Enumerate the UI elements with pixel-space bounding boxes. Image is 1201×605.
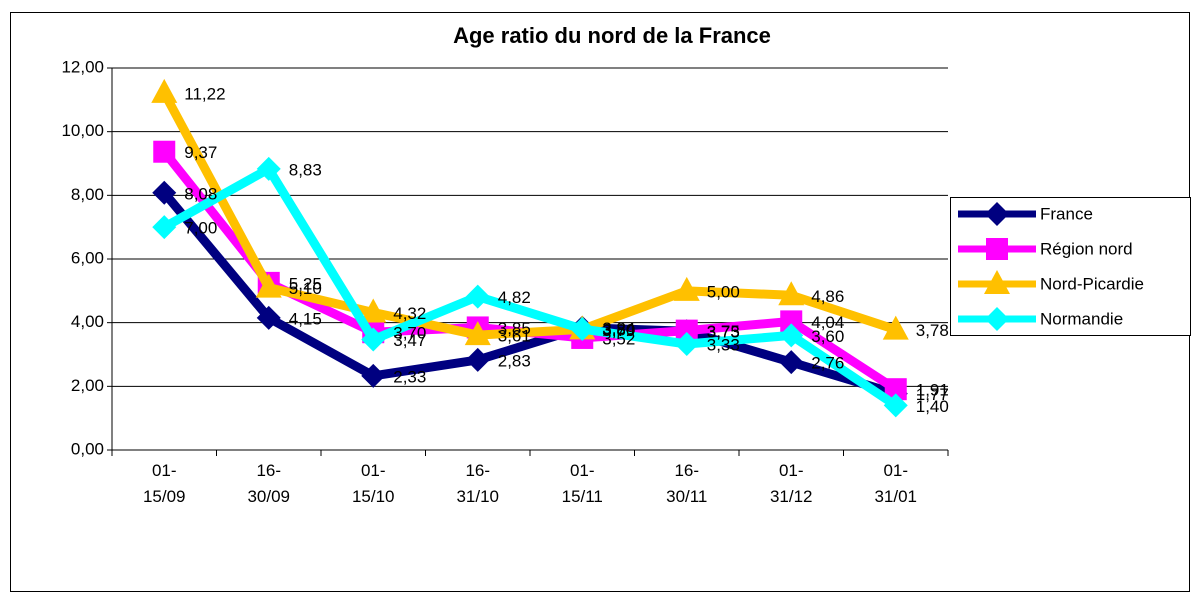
y-tick-label: 4,00: [71, 312, 104, 331]
data-label: 1,91: [916, 381, 949, 400]
data-label: 8,08: [184, 184, 217, 203]
marker: [674, 331, 699, 356]
legend-marker: [986, 238, 1008, 260]
data-label: 1,77: [916, 385, 949, 404]
data-label: 2,83: [498, 351, 531, 370]
series-line: [160, 189, 898, 398]
legend-marker: [985, 202, 1009, 226]
data-label: 3,33: [707, 335, 740, 354]
y-tick-label: 8,00: [71, 185, 104, 204]
data-label: 3,80: [602, 321, 635, 340]
marker: [570, 317, 595, 342]
data-label: 3,70: [393, 324, 426, 343]
marker: [465, 347, 490, 372]
data-label: 9,37: [184, 143, 217, 162]
marker: [883, 393, 908, 418]
y-tick-label: 10,00: [61, 121, 104, 140]
marker: [255, 273, 282, 298]
data-label: 4,04: [811, 313, 844, 332]
x-tick-label: 01-15/09: [143, 461, 186, 506]
marker: [256, 156, 281, 181]
data-label: 7,00: [184, 219, 217, 238]
y-tick-label: 12,00: [61, 57, 104, 76]
data-label: 11,22: [184, 84, 225, 103]
legend-label: Normandie: [1040, 309, 1123, 328]
x-tick-label: 01-31/12: [770, 461, 813, 506]
legend-marker: [984, 270, 1010, 294]
marker: [361, 327, 386, 352]
data-label: 8,83: [289, 160, 322, 179]
data-label: 4,32: [393, 304, 426, 323]
marker: [780, 310, 803, 333]
y-tick-label: 6,00: [71, 248, 104, 267]
marker: [361, 363, 386, 388]
legend-label: Nord-Picardie: [1040, 274, 1144, 293]
marker: [884, 378, 907, 401]
data-label: 2,33: [393, 367, 426, 386]
x-tick-label: 16-30/09: [247, 461, 290, 506]
legend-marker: [985, 307, 1009, 331]
data-label: 3,79: [602, 321, 635, 340]
data-label: 4,15: [289, 309, 322, 328]
marker: [151, 78, 178, 103]
data-label: 1,40: [916, 397, 949, 416]
x-tick-label: 16-31/10: [456, 461, 499, 506]
data-label: 3,60: [811, 327, 844, 346]
marker: [465, 284, 490, 309]
data-label: 3,84: [602, 319, 635, 338]
data-label: 4,86: [811, 287, 844, 306]
marker: [256, 305, 281, 330]
data-label: 3,85: [498, 319, 531, 338]
chart-title: Age ratio du nord de la France: [453, 23, 771, 48]
x-tick-label: 16-30/11: [666, 461, 707, 506]
y-tick-label: 2,00: [71, 376, 104, 395]
marker: [882, 315, 909, 340]
marker: [152, 215, 177, 240]
marker: [675, 319, 698, 342]
marker: [778, 281, 805, 306]
data-label: 5,00: [707, 282, 740, 301]
marker: [360, 298, 387, 323]
data-label: 3,61: [498, 327, 531, 346]
data-label: 3,78: [916, 321, 949, 340]
y-tick-label: 0,00: [71, 439, 104, 458]
data-label: 2,76: [811, 354, 844, 373]
series-line: [160, 90, 898, 340]
series-line: [162, 164, 899, 410]
marker: [779, 323, 804, 348]
x-tick-label: 01-15/11: [562, 461, 603, 506]
legend-box: [950, 197, 1191, 336]
marker: [153, 140, 176, 163]
data-label: 3,73: [707, 323, 740, 342]
marker: [152, 180, 177, 205]
data-label: 3,75: [707, 322, 740, 341]
legend-label: France: [1040, 204, 1093, 223]
legend-label: Région nord: [1040, 239, 1133, 258]
x-tick-label: 01-31/01: [874, 461, 917, 506]
data-label: 3,47: [393, 331, 426, 350]
marker: [779, 350, 804, 375]
data-label: 5,10: [289, 279, 322, 298]
data-label: 3,52: [602, 329, 635, 348]
data-label: 5,25: [289, 274, 322, 293]
data-label: 4,82: [498, 288, 531, 307]
x-tick-label: 01-15/10: [352, 461, 395, 506]
marker: [673, 276, 700, 301]
marker: [464, 321, 491, 346]
